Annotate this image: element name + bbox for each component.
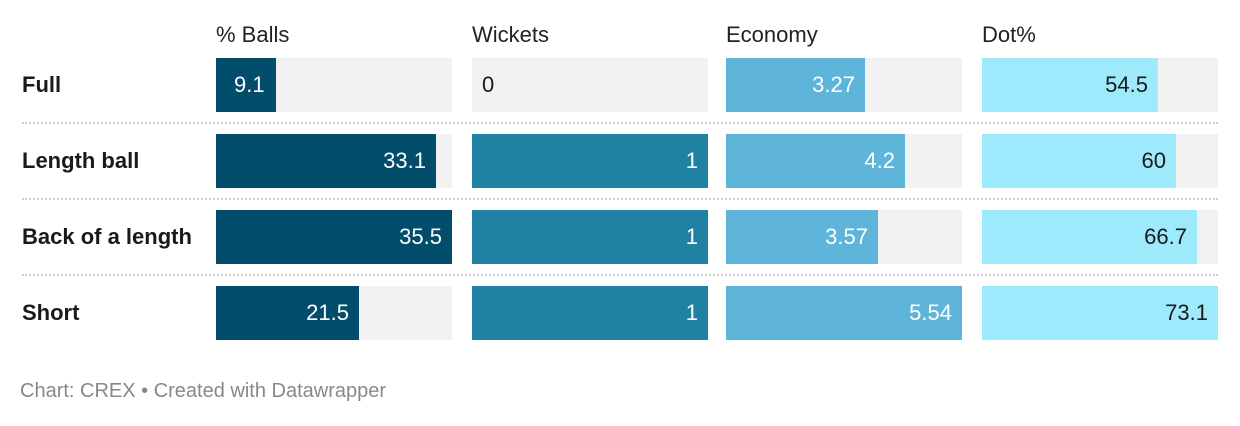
column-header: % Balls — [216, 22, 290, 47]
data-bar — [216, 58, 276, 112]
data-label: 21.5 — [306, 300, 349, 325]
chart-credit: Chart: CREX • Created with Datawrapper — [20, 380, 387, 402]
data-label: 4.2 — [864, 148, 895, 173]
bar-track: 1 — [472, 210, 708, 264]
bar-track: 35.5 — [216, 210, 452, 264]
bar-track: 33.1 — [216, 134, 452, 188]
data-bar — [472, 210, 708, 264]
row-separator — [22, 198, 1218, 200]
bar-track: 3.57 — [726, 210, 962, 264]
row-separator — [22, 122, 1218, 124]
data-label: 5.54 — [909, 300, 952, 325]
data-bar — [216, 134, 436, 188]
bar-track: 60 — [982, 134, 1218, 188]
bar-track: 4.2 — [726, 134, 962, 188]
data-label: 9.1 — [234, 72, 265, 97]
data-label: 66.7 — [1144, 224, 1187, 249]
data-bar — [726, 286, 962, 340]
bar-track: 73.1 — [982, 286, 1218, 340]
data-bar — [726, 134, 905, 188]
row-label: Back of a length — [22, 224, 192, 249]
data-bar — [982, 134, 1176, 188]
row-separator — [22, 274, 1218, 276]
data-bar — [982, 58, 1158, 112]
row-label: Length ball — [22, 148, 140, 173]
bar-track: 1 — [472, 134, 708, 188]
column-header: Dot% — [982, 22, 1036, 47]
bar-track: 54.5 — [982, 58, 1218, 112]
data-bar — [216, 210, 452, 264]
bar-track: 3.27 — [726, 58, 962, 112]
data-label: 60 — [1141, 148, 1166, 173]
row-label: Full — [22, 72, 62, 97]
column-header: Wickets — [472, 22, 549, 47]
bar-track: 1 — [472, 286, 708, 340]
column-header: Economy — [726, 22, 818, 47]
data-label: 3.27 — [812, 72, 855, 97]
bar-track: 5.54 — [726, 286, 962, 340]
bar-track: 0 — [472, 58, 708, 112]
data-bar — [216, 286, 359, 340]
data-label: 1 — [685, 148, 698, 173]
data-label: 1 — [685, 300, 698, 325]
data-bar — [982, 286, 1218, 340]
data-label: 3.57 — [825, 224, 868, 249]
row-label: Short — [22, 300, 80, 325]
bar-track: 9.1 — [216, 58, 452, 112]
data-label: 33.1 — [383, 148, 426, 173]
data-label: 0 — [482, 72, 495, 97]
bar-track: 66.7 — [982, 210, 1218, 264]
data-bar — [726, 58, 865, 112]
data-bar — [472, 286, 708, 340]
data-bar — [726, 210, 878, 264]
data-bar — [982, 210, 1197, 264]
data-label: 1 — [685, 224, 698, 249]
bar-track: 21.5 — [216, 286, 452, 340]
data-label: 35.5 — [399, 224, 442, 249]
data-label: 73.1 — [1165, 300, 1208, 325]
data-bar — [472, 134, 708, 188]
data-label: 54.5 — [1105, 72, 1148, 97]
